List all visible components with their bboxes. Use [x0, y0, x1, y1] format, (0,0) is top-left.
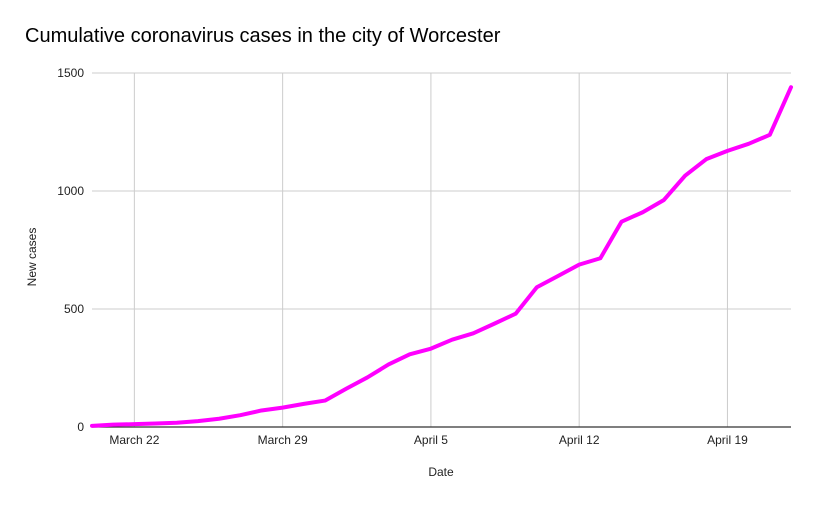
- x-tick-label: April 19: [707, 433, 748, 447]
- y-tick-label: 0: [77, 420, 84, 434]
- series-layer: [90, 85, 793, 428]
- y-tick-label: 1000: [57, 184, 84, 198]
- chart-title: Cumulative coronavirus cases in the city…: [25, 25, 501, 47]
- x-tick-label: April 5: [414, 433, 448, 447]
- y-tick-label: 1500: [57, 66, 84, 80]
- x-axis-label: Date: [428, 465, 454, 479]
- y-tick-label: 500: [64, 302, 84, 316]
- y-axis-ticks: 0 500 1000 1500: [57, 66, 84, 434]
- series-line: [90, 85, 793, 428]
- x-tick-label: March 22: [109, 433, 159, 447]
- y-axis-label: New cases: [25, 228, 39, 287]
- grid-lines: [92, 72, 791, 427]
- x-tick-label: April 12: [559, 433, 600, 447]
- x-tick-label: March 29: [258, 433, 308, 447]
- x-axis-ticks: March 22 March 29 April 5 April 12 April 19: [109, 433, 748, 447]
